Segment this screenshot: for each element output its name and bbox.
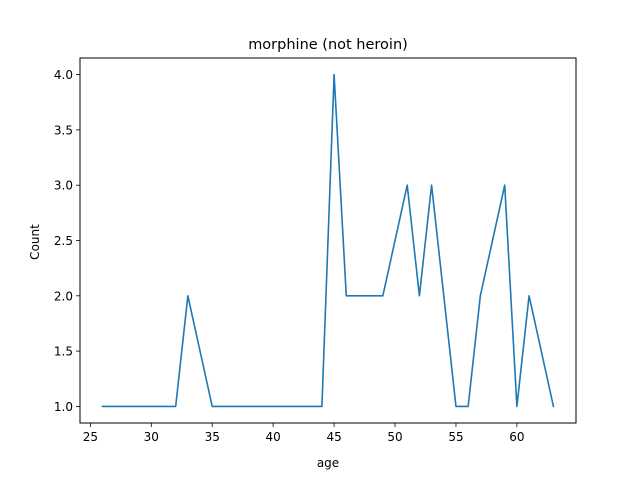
x-tick-label: 60 [509,430,524,444]
y-tick-label: 4.0 [54,68,73,82]
x-tick-label: 45 [326,430,341,444]
x-tick-label: 25 [83,430,98,444]
y-tick-label: 1.0 [54,400,73,414]
y-tick-label: 2.5 [54,234,73,248]
x-tick-label: 40 [266,430,281,444]
y-tick-label: 2.0 [54,289,73,303]
chart-title: morphine (not heroin) [248,37,408,53]
x-axis-ticks: 25 30 35 40 45 50 55 60 [83,423,525,444]
x-tick-label: 35 [205,430,220,444]
x-tick-label: 55 [448,430,463,444]
x-axis-label: age [317,456,339,470]
y-tick-label: 3.5 [54,123,73,137]
x-tick-label: 50 [387,430,402,444]
series-line [101,73,555,408]
y-tick-label: 3.0 [54,179,73,193]
x-tick-label: 30 [144,430,159,444]
axes-frame [79,57,577,424]
plot-area [101,73,555,408]
y-axis-ticks: 1.0 1.5 2.0 2.5 3.0 3.5 4.0 [54,68,80,414]
y-axis-label: Count [28,224,42,260]
y-tick-label: 1.5 [54,345,73,359]
